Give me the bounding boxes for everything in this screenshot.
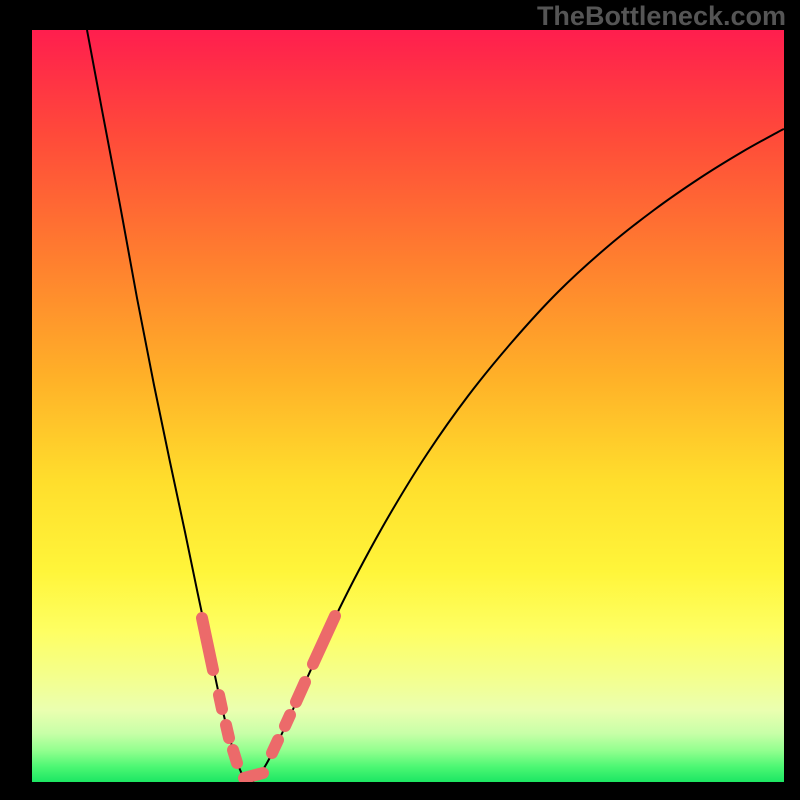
gradient-background	[32, 30, 784, 782]
watermark-text: TheBottleneck.com	[537, 3, 786, 30]
overlay-segment	[219, 695, 222, 709]
plot-area	[32, 30, 784, 782]
overlay-segment	[233, 750, 237, 763]
overlay-segment	[296, 682, 305, 702]
overlay-segment	[244, 773, 263, 778]
overlay-segment	[272, 740, 278, 753]
overlay-segment	[226, 725, 229, 738]
overlay-segment	[285, 715, 290, 726]
chart-container: { "canvas": { "width": 800, "height": 80…	[0, 0, 800, 800]
chart-svg	[32, 30, 784, 782]
